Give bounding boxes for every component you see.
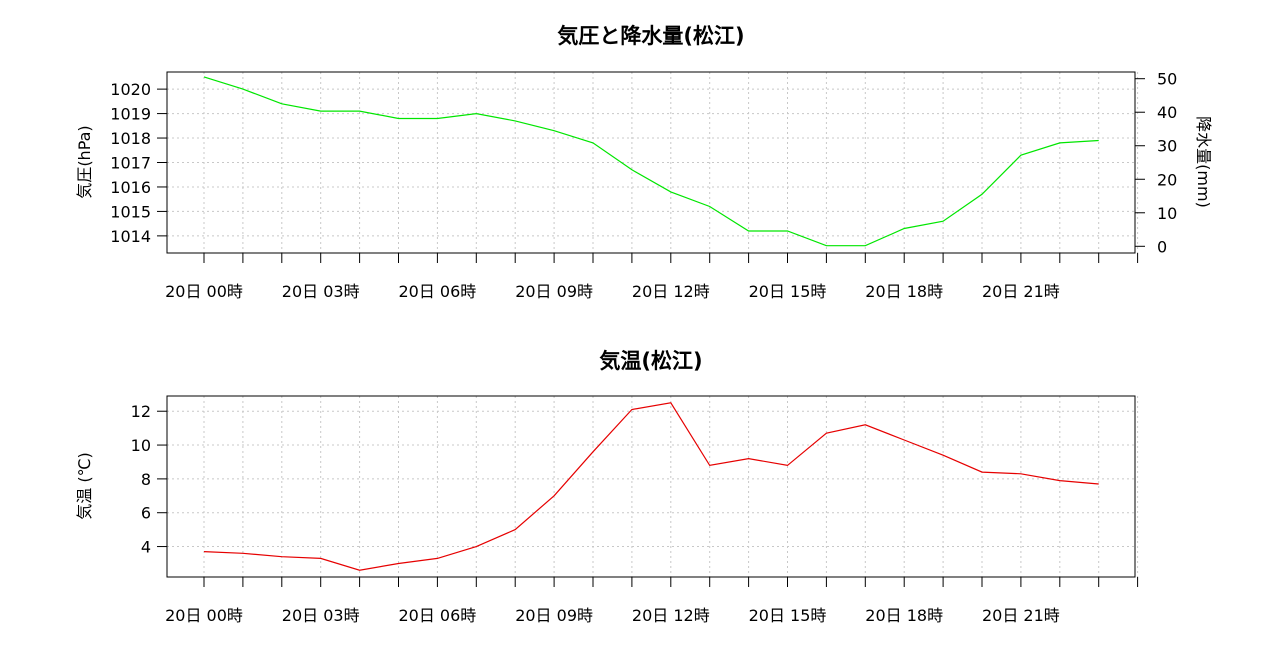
temperature-series [203, 402, 1099, 571]
temperature-y-axis: 4 6 8 10 12 [131, 402, 167, 557]
temperature-x-tick-label: 20日 06時 [398, 606, 476, 625]
pressure-x-tick-label: 20日 06時 [398, 282, 476, 301]
pressure-series [203, 76, 1099, 247]
precip-y-tick-label: 0 [1157, 237, 1167, 256]
temperature-x-tick-label: 20日 00時 [165, 606, 243, 625]
temperature-x-tick-label: 20日 15時 [749, 606, 827, 625]
precip-y-tick-label: 40 [1157, 103, 1177, 122]
pressure-x-tick-label: 20日 12時 [632, 282, 710, 301]
temperature-x-tick-label: 20日 03時 [282, 606, 360, 625]
pressure-y-tick-label: 1015 [110, 202, 151, 221]
temperature-x-tick-label: 20日 21時 [982, 606, 1060, 625]
pressure-x-tick-label: 20日 00時 [165, 282, 243, 301]
temperature-y-tick-label: 12 [131, 402, 151, 421]
pressure-y-axis: 1014 1015 1016 1017 1018 1019 1020 [110, 80, 167, 246]
temperature-chart-title: 気温(松江) [599, 349, 702, 373]
temperature-x-tick-label: 20日 09時 [515, 606, 593, 625]
temperature-y-tick-label: 8 [141, 470, 151, 489]
precip-y-tick-label: 30 [1157, 137, 1177, 156]
precip-y-tick-label: 50 [1157, 70, 1177, 89]
pressure-x-tick-label: 20日 15時 [749, 282, 827, 301]
temperature-y-label: 気温 (℃) [75, 452, 94, 520]
pressure-x-tick-label: 20日 18時 [865, 282, 943, 301]
precip-y-label: 降水量(mm) [1194, 116, 1213, 208]
pressure-x-axis: 20日 00時 20日 03時 20日 06時 20日 09時 20日 12時 20日 1… [165, 253, 1139, 301]
pressure-precip-panel: 気圧と降水量(松江) 1014101510161017101810191020 … [75, 24, 1213, 301]
precip-y-axis: 0 10 20 30 40 50 [1135, 70, 1177, 256]
pressure-y-tick-label: 1018 [110, 129, 151, 148]
temperature-x-tick-label: 20日 18時 [865, 606, 943, 625]
pressure-y-tick-label: 1014 [110, 227, 151, 246]
pressure-x-tick-label: 20日 09時 [515, 282, 593, 301]
pressure-grid [167, 72, 1139, 253]
pressure-y-tick-label: 1019 [110, 105, 151, 124]
pressure-series-line [203, 76, 1099, 247]
pressure-y-label: 気圧(hPa) [75, 125, 94, 198]
temperature-series-line [203, 402, 1099, 571]
temperature-x-tick-label: 20日 12時 [632, 606, 710, 625]
temperature-y-tick-label: 4 [141, 538, 151, 557]
pressure-y-tick-label: 1017 [110, 154, 151, 173]
temperature-plot-frame [166, 395, 1136, 578]
precip-y-tick-label: 20 [1157, 170, 1177, 189]
pressure-x-tick-label: 20日 21時 [982, 282, 1060, 301]
pressure-x-tick-label: 20日 03時 [282, 282, 360, 301]
temperature-x-axis: 20日 00時 20日 03時 20日 06時 20日 09時 20日 12時 20日 1… [165, 577, 1139, 625]
pressure-chart-title: 気圧と降水量(松江) [557, 24, 744, 48]
precip-y-tick-label: 10 [1157, 204, 1177, 223]
pressure-y-tick-label: 1016 [110, 178, 151, 197]
temperature-grid [167, 396, 1139, 577]
pressure-y-tick-label: 1020 [110, 80, 151, 99]
temperature-y-tick-label: 6 [141, 504, 151, 523]
temperature-y-tick-label: 10 [131, 436, 151, 455]
